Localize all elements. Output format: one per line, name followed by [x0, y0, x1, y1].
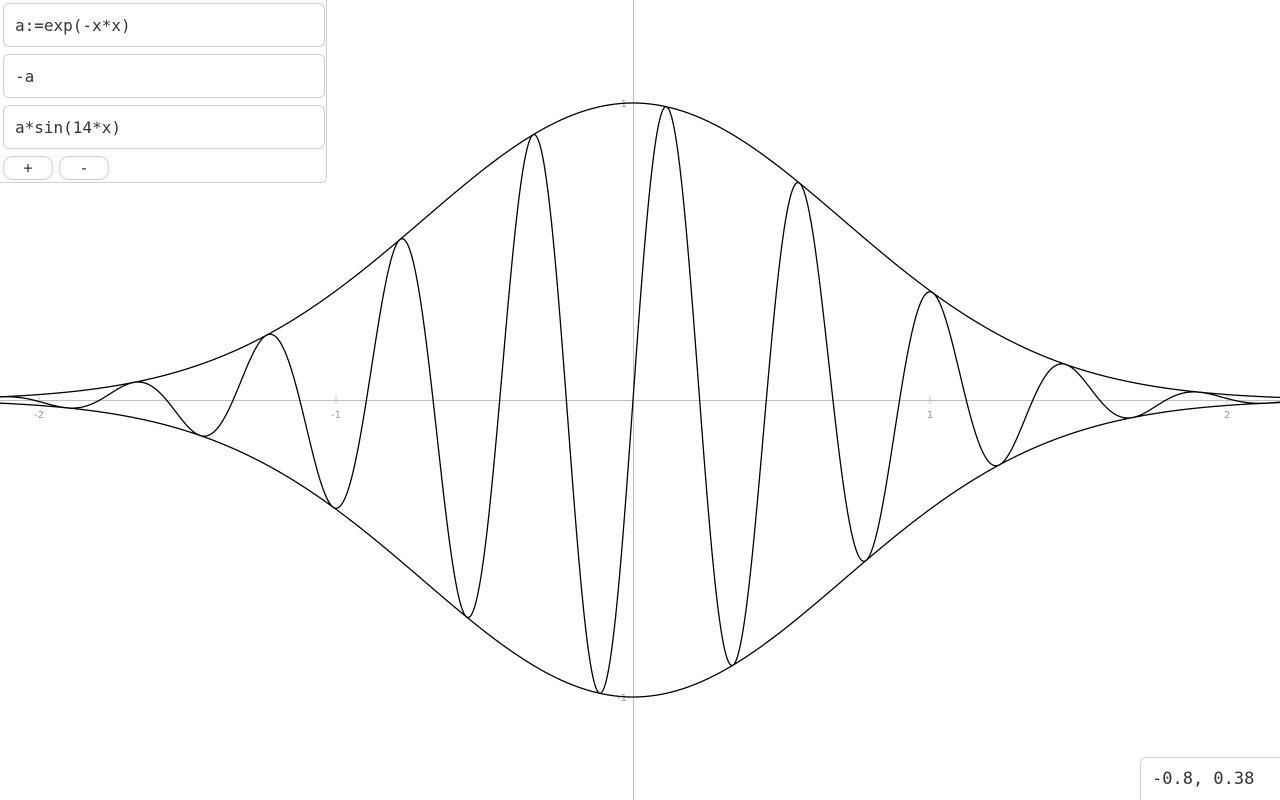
y-tick-label: -1 — [617, 693, 627, 704]
y-tick-label: 1 — [621, 99, 627, 110]
x-tick-label: -2 — [34, 410, 44, 421]
remove-expression-button[interactable]: - — [59, 156, 109, 180]
expression-input-2[interactable] — [3, 54, 325, 98]
x-tick-label: 1 — [927, 410, 933, 421]
curves — [0, 102, 1280, 698]
curve-damped-sine — [0, 106, 1280, 694]
cursor-coordinates-readout: -0.8, 0.38 — [1140, 757, 1280, 800]
axis-ticks: -2 -1 1 2 1 -1 — [34, 99, 1230, 704]
add-expression-button[interactable]: + — [3, 156, 53, 180]
x-tick-label: 2 — [1224, 410, 1230, 421]
expression-panel: + - — [0, 0, 327, 183]
expression-input-1[interactable] — [3, 3, 325, 47]
expression-input-3[interactable] — [3, 105, 325, 149]
x-tick-label: -1 — [331, 410, 341, 421]
curve-envelope-lower — [0, 401, 1280, 698]
